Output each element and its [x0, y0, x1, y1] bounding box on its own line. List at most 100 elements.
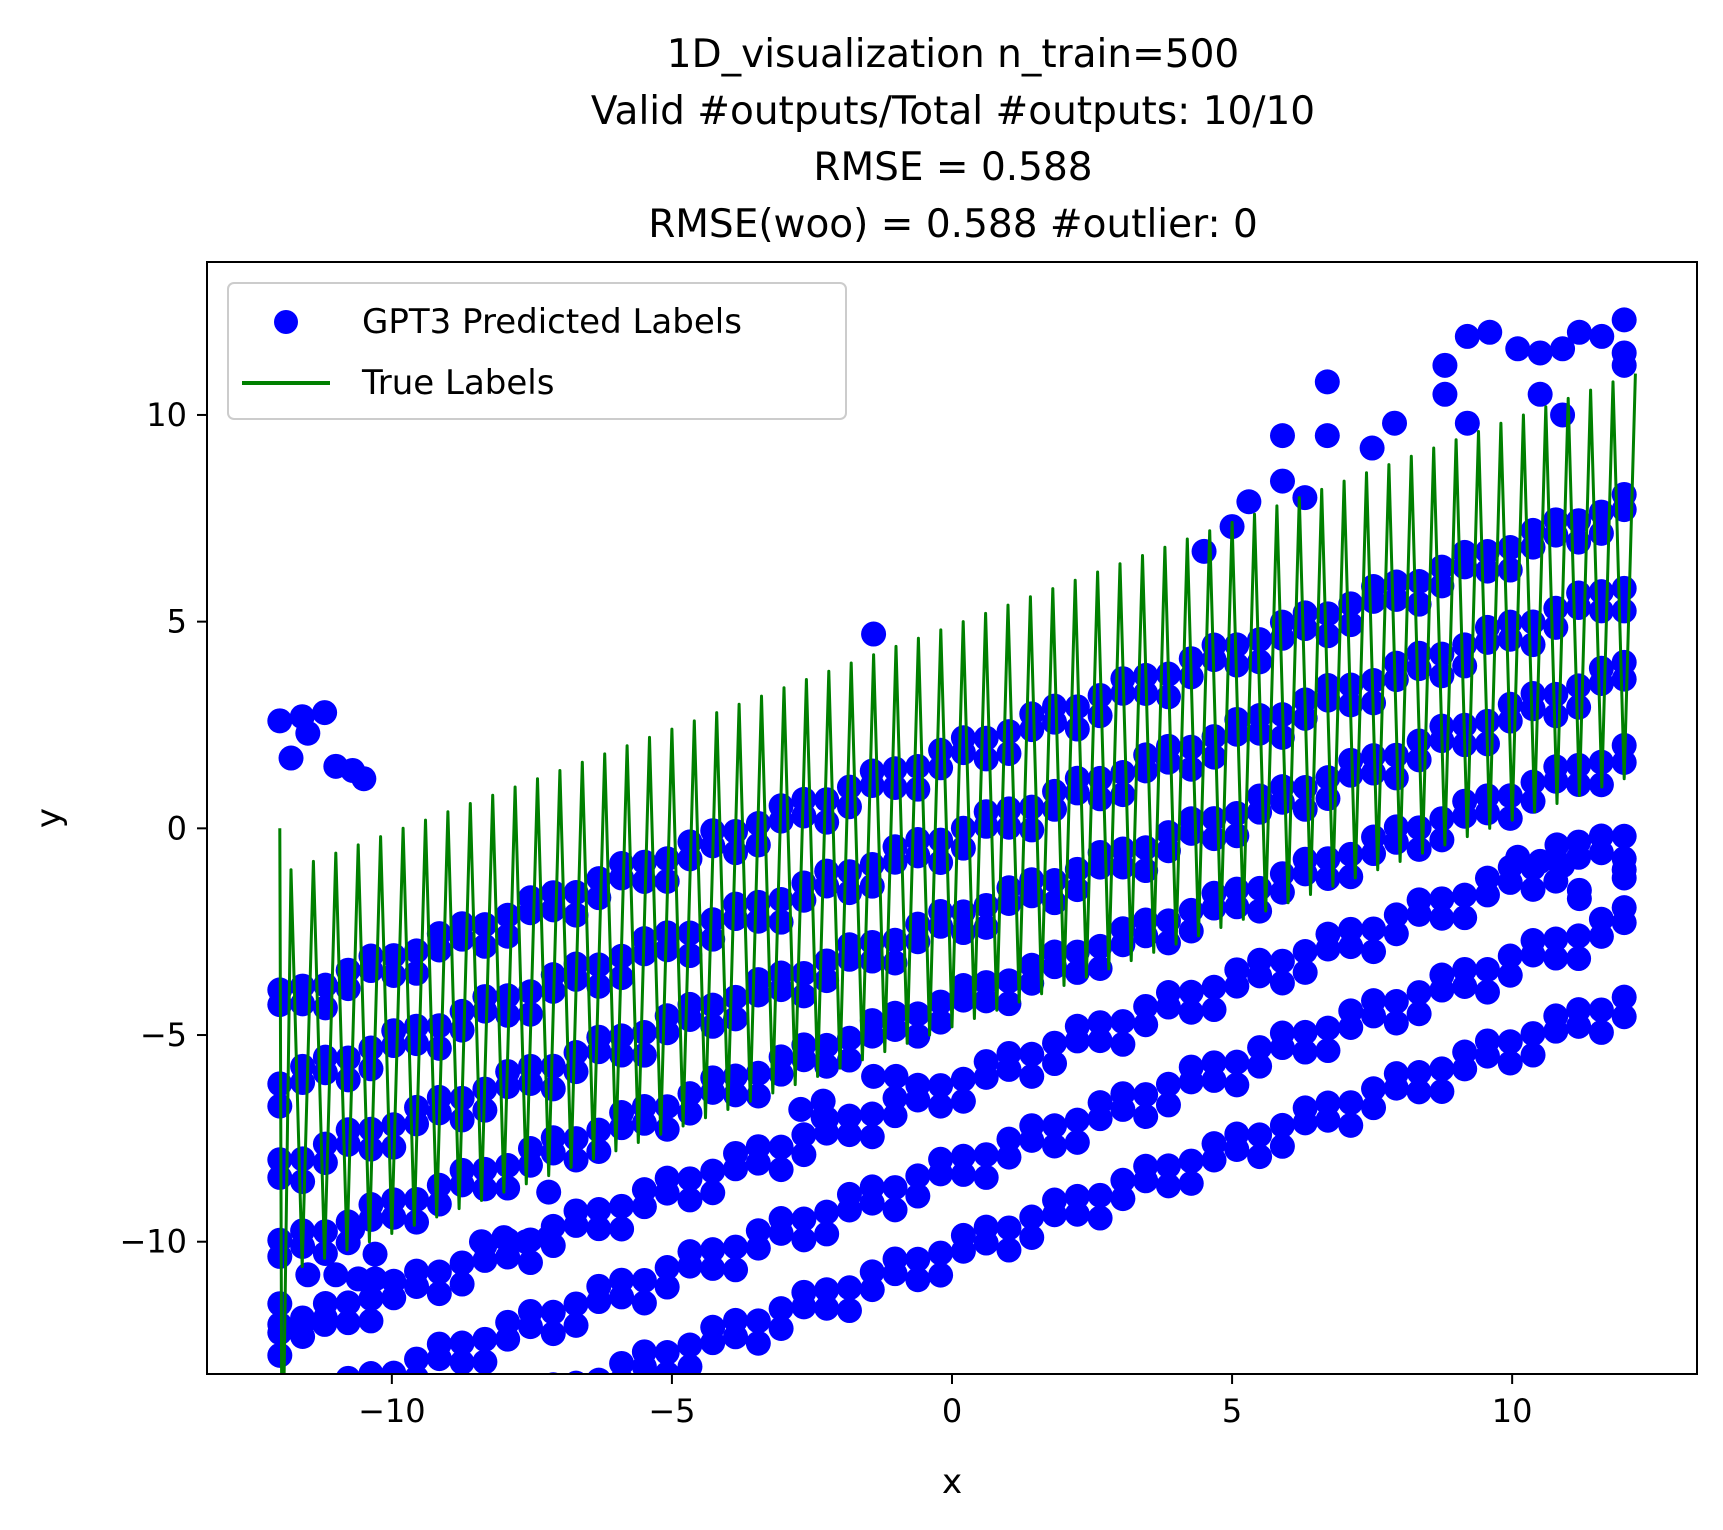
line-series-true-labels [278, 373, 1637, 1374]
scatter-point [449, 1017, 475, 1043]
scatter-point [540, 880, 566, 906]
scatter-point [1429, 641, 1455, 667]
scatter-point [1292, 939, 1318, 965]
scatter-point [631, 1020, 657, 1046]
scatter-point [289, 1311, 315, 1337]
scatter-point [861, 1063, 887, 1089]
scatter-point [1338, 864, 1364, 890]
scatter-point [745, 889, 771, 915]
scatter-point [1178, 1148, 1204, 1174]
scatter-point [1474, 956, 1500, 982]
scatter-point [1474, 865, 1500, 891]
scatter-point [814, 1295, 840, 1321]
scatter-point [1019, 1204, 1045, 1230]
scatter-point [928, 1093, 954, 1119]
scatter-point [1178, 734, 1204, 760]
scatter-point [745, 1134, 771, 1160]
scatter-point [1520, 1042, 1546, 1068]
scatter-point [1019, 1113, 1045, 1139]
scatter-point [768, 1315, 794, 1341]
scatter-point [404, 1258, 430, 1284]
scatter-point [517, 1250, 543, 1276]
scatter-point [1361, 1095, 1387, 1121]
title-line-1: 1D_visualization n_train=500 [667, 32, 1239, 77]
scatter-point [1133, 993, 1159, 1019]
scatter-point [1292, 485, 1318, 511]
scatter-point [1566, 946, 1592, 972]
scatter-point [1019, 1224, 1045, 1250]
scatter-point [449, 1349, 475, 1374]
title-line-2: Valid #outputs/Total #outputs: 10/10 [591, 89, 1315, 134]
scatter-point [973, 725, 999, 751]
scatter-point [495, 1175, 521, 1201]
scatter-point [905, 1023, 931, 1049]
scatter-point [609, 1023, 635, 1049]
scatter-point [426, 1172, 452, 1198]
scatter-point [654, 1165, 680, 1191]
scatter-point [517, 1136, 543, 1162]
scatter-point [1429, 1056, 1455, 1082]
scatter-point [472, 1176, 498, 1202]
scatter-point [563, 1198, 589, 1224]
scatter-point [404, 1346, 430, 1372]
scatter-point [1566, 886, 1592, 912]
scatter-point [449, 1271, 475, 1297]
scatter-point [654, 1340, 680, 1366]
scatter-point [495, 923, 521, 949]
scatter-point [586, 1216, 612, 1242]
scatter-point [1064, 1107, 1090, 1133]
scatter-point [1155, 979, 1181, 1005]
scatter-point [700, 907, 726, 933]
scatter-point [1155, 1092, 1181, 1118]
scatter-point [1588, 923, 1614, 949]
scatter-point [609, 1100, 635, 1126]
scatter-point [335, 1117, 361, 1143]
scatter-point [1269, 609, 1295, 635]
scatter-point [768, 1134, 794, 1160]
scatter-point [1247, 898, 1273, 924]
scatter-point [1527, 848, 1553, 874]
scatter-point [1110, 836, 1136, 862]
scatter-point [1543, 926, 1569, 952]
scatter-point [1497, 1050, 1523, 1076]
scatter-point [1247, 1035, 1273, 1061]
scatter-point [449, 1157, 475, 1183]
scatter-point [996, 1144, 1022, 1170]
scatter-point [1315, 623, 1341, 649]
scatter-point [1338, 934, 1364, 960]
scatter-point [905, 1246, 931, 1272]
scatter-point [586, 1024, 612, 1050]
scatter-point [609, 1350, 635, 1374]
scatter-point [1527, 340, 1553, 366]
scatter-point [472, 1156, 498, 1182]
scatter-point [1269, 861, 1295, 887]
scatter-point [517, 885, 543, 911]
scatter-point [1497, 1029, 1523, 1055]
scatter-point [472, 1326, 498, 1352]
scatter-point [700, 1237, 726, 1263]
scatter-point [677, 991, 703, 1017]
scatter-point [723, 1234, 749, 1260]
scatter-point [700, 926, 726, 952]
y-tick-label: −10 [119, 1223, 187, 1261]
scatter-point [1247, 947, 1273, 973]
scatter-point [883, 1063, 909, 1089]
scatter-point [700, 1314, 726, 1340]
scatter-point [791, 1227, 817, 1253]
scatter-point [654, 1003, 680, 1029]
scatter-point [290, 1169, 316, 1195]
scatter-point [586, 866, 612, 892]
scatter-point [1588, 823, 1614, 849]
scatter-point [1497, 962, 1523, 988]
scatter-point [1247, 875, 1273, 901]
scatter-point [335, 1310, 361, 1336]
scatter-point [1406, 980, 1432, 1006]
scatter-point [1383, 586, 1409, 612]
scatter-point [495, 983, 521, 1009]
scatter-point [449, 998, 475, 1024]
scatter-point [836, 1298, 862, 1324]
scatter-point [1201, 1131, 1227, 1157]
scatter-point [654, 1361, 680, 1374]
scatter-point [404, 1186, 430, 1212]
scatter-point [381, 1360, 407, 1374]
